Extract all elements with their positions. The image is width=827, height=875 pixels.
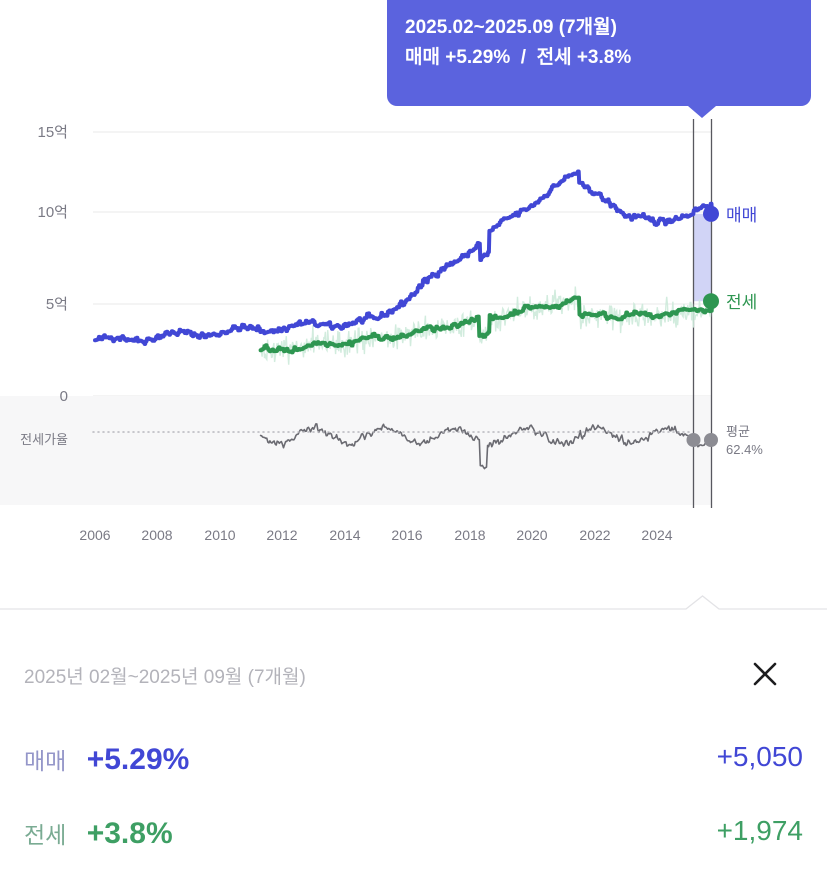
svg-text:2012: 2012 <box>266 527 297 543</box>
svg-text:2018: 2018 <box>454 527 485 543</box>
svg-text:15억: 15억 <box>38 124 69 141</box>
svg-text:2008: 2008 <box>141 527 172 543</box>
svg-text:2020: 2020 <box>516 527 547 543</box>
svg-text:평균: 평균 <box>726 424 750 439</box>
svg-text:2022: 2022 <box>579 527 610 543</box>
svg-text:2024: 2024 <box>641 527 672 543</box>
svg-text:2014: 2014 <box>329 527 360 543</box>
svg-text:전세: 전세 <box>726 293 757 312</box>
svg-text:2010: 2010 <box>204 527 235 543</box>
svg-text:0: 0 <box>60 388 68 405</box>
svg-text:10억: 10억 <box>38 204 69 221</box>
svg-text:2016: 2016 <box>391 527 422 543</box>
svg-text:62.4%: 62.4% <box>726 442 763 457</box>
svg-text:전세가율: 전세가율 <box>20 432 68 447</box>
svg-text:2006: 2006 <box>79 527 110 543</box>
svg-text:매매: 매매 <box>726 206 757 225</box>
svg-text:5억: 5억 <box>46 296 68 313</box>
